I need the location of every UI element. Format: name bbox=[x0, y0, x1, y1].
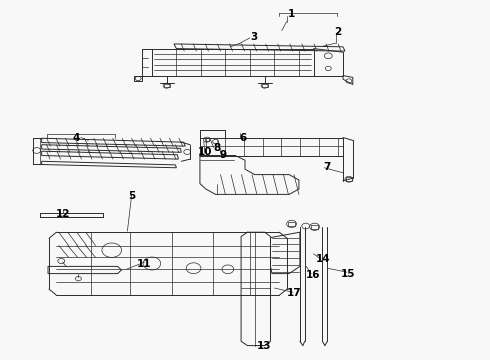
Text: 6: 6 bbox=[239, 132, 246, 143]
Text: 1: 1 bbox=[288, 9, 295, 19]
Text: 17: 17 bbox=[287, 288, 301, 298]
Text: 9: 9 bbox=[220, 150, 226, 160]
Text: 5: 5 bbox=[129, 191, 136, 201]
Text: 2: 2 bbox=[335, 27, 342, 37]
Text: 16: 16 bbox=[305, 270, 320, 280]
Text: 4: 4 bbox=[72, 132, 80, 143]
Text: 13: 13 bbox=[256, 341, 271, 351]
Text: 14: 14 bbox=[316, 254, 331, 264]
Text: 8: 8 bbox=[213, 143, 220, 153]
Text: 7: 7 bbox=[323, 162, 331, 172]
Text: 15: 15 bbox=[341, 269, 355, 279]
Text: 10: 10 bbox=[197, 147, 212, 157]
Text: 12: 12 bbox=[55, 209, 70, 219]
Text: 11: 11 bbox=[137, 258, 152, 269]
Text: 3: 3 bbox=[250, 32, 257, 42]
